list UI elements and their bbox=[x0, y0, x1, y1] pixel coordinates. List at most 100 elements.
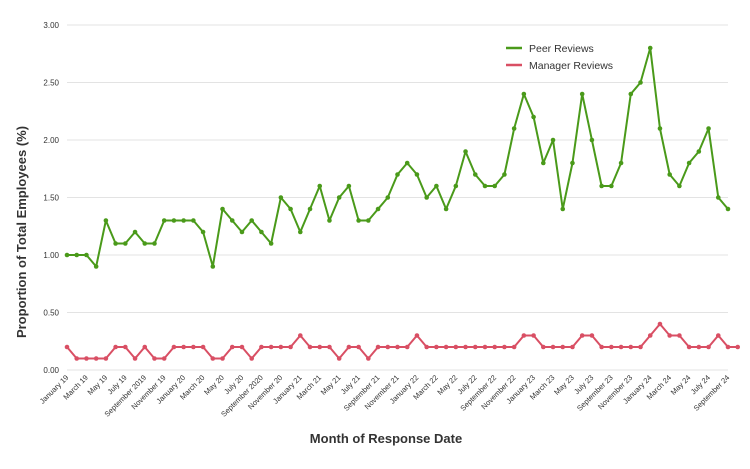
data-point bbox=[541, 344, 546, 350]
y-axis-title: Proportion of Total Employees (%) bbox=[14, 126, 29, 338]
data-point bbox=[404, 344, 410, 350]
data-point bbox=[346, 183, 352, 189]
data-point bbox=[414, 172, 420, 177]
legend-label: Peer Reviews bbox=[529, 43, 594, 55]
y-tick-label: 1.50 bbox=[43, 194, 59, 203]
data-point bbox=[161, 218, 167, 223]
data-point bbox=[463, 149, 468, 154]
series-layer bbox=[64, 45, 741, 361]
legend: Peer Reviews Manager Reviews bbox=[506, 43, 613, 72]
data-point bbox=[677, 183, 682, 189]
data-point bbox=[589, 333, 595, 338]
data-point bbox=[589, 137, 595, 143]
data-point bbox=[482, 344, 488, 350]
data-point bbox=[152, 241, 157, 246]
data-point bbox=[346, 344, 352, 350]
data-point bbox=[677, 333, 682, 338]
data-point bbox=[132, 229, 138, 235]
data-point bbox=[161, 356, 167, 361]
data-point bbox=[550, 137, 556, 143]
y-tick-label: 2.00 bbox=[43, 136, 59, 145]
data-point bbox=[259, 229, 264, 235]
data-point bbox=[307, 344, 313, 350]
data-point bbox=[239, 344, 245, 350]
data-point bbox=[618, 160, 624, 166]
x-axis-title: Month of Response Date bbox=[310, 431, 462, 446]
data-point bbox=[443, 206, 449, 212]
data-point bbox=[638, 344, 643, 350]
data-point bbox=[200, 344, 206, 350]
data-point bbox=[200, 229, 206, 235]
data-point bbox=[93, 356, 99, 361]
data-point bbox=[706, 126, 711, 131]
data-point bbox=[288, 206, 293, 212]
data-point bbox=[609, 183, 614, 189]
data-point bbox=[502, 344, 507, 350]
series-line bbox=[67, 47, 729, 268]
data-point bbox=[317, 183, 323, 189]
data-point bbox=[132, 356, 138, 361]
data-point bbox=[628, 344, 634, 350]
data-point bbox=[84, 252, 89, 258]
data-point bbox=[64, 252, 70, 258]
data-point bbox=[317, 344, 323, 350]
data-point bbox=[667, 172, 672, 177]
data-point bbox=[492, 344, 498, 350]
data-point bbox=[64, 344, 70, 350]
data-point bbox=[414, 333, 420, 338]
y-tick-label: 0.50 bbox=[43, 309, 59, 318]
data-point bbox=[638, 80, 643, 85]
data-point bbox=[336, 356, 342, 361]
data-point bbox=[531, 114, 536, 120]
data-point bbox=[220, 206, 225, 212]
data-point bbox=[327, 344, 332, 350]
x-tick-label: May 19 bbox=[86, 373, 110, 397]
data-point bbox=[570, 344, 575, 350]
data-point bbox=[356, 344, 361, 350]
data-point bbox=[482, 183, 488, 189]
data-point bbox=[696, 149, 702, 154]
data-point bbox=[686, 344, 692, 350]
data-point bbox=[142, 241, 148, 246]
data-point bbox=[249, 218, 254, 223]
data-point bbox=[307, 206, 313, 212]
y-tick-label: 3.00 bbox=[43, 21, 59, 30]
x-tick-label: May 21 bbox=[319, 373, 343, 397]
data-point bbox=[327, 218, 332, 223]
data-point bbox=[686, 160, 692, 166]
data-point bbox=[288, 344, 293, 350]
data-point bbox=[220, 356, 225, 361]
data-point bbox=[103, 356, 109, 361]
data-point bbox=[424, 344, 429, 350]
data-point bbox=[268, 241, 274, 246]
data-point bbox=[191, 218, 196, 223]
data-point bbox=[706, 344, 711, 350]
legend-item: Manager Reviews bbox=[506, 60, 613, 72]
data-point bbox=[259, 344, 264, 350]
data-point bbox=[725, 344, 731, 350]
data-point bbox=[297, 333, 303, 338]
data-point bbox=[521, 333, 527, 338]
data-point bbox=[123, 241, 128, 246]
data-point bbox=[268, 344, 274, 350]
data-point bbox=[84, 356, 89, 361]
data-point bbox=[715, 195, 721, 200]
data-point bbox=[657, 126, 663, 131]
data-point bbox=[628, 91, 634, 97]
data-point bbox=[93, 264, 99, 269]
data-point bbox=[511, 126, 517, 131]
data-point bbox=[210, 356, 216, 361]
data-point bbox=[385, 195, 391, 200]
data-point bbox=[434, 183, 439, 189]
data-point bbox=[725, 206, 731, 212]
data-point bbox=[657, 321, 663, 327]
data-point bbox=[366, 356, 371, 361]
data-point bbox=[541, 160, 546, 166]
data-point bbox=[531, 333, 536, 338]
data-point bbox=[181, 344, 186, 350]
data-point bbox=[579, 91, 585, 97]
data-point bbox=[356, 218, 361, 223]
data-point bbox=[472, 172, 478, 177]
